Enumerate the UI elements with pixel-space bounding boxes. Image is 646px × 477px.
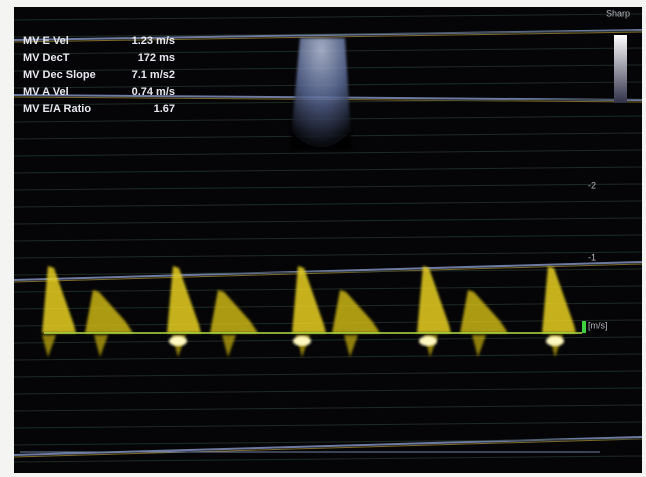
measurement-label: MV A Vel: [23, 86, 69, 98]
scan-line: [13, 353, 643, 361]
scan-line: [13, 183, 643, 191]
scan-line: [13, 31, 643, 43]
measurement-value: 1.67: [154, 103, 175, 115]
scan-line: [13, 251, 643, 259]
measurement-table: MV E Vel 1.23 m/s MV DecT 172 ms MV Dec Slop…: [23, 35, 175, 115]
scale-label: -1: [588, 252, 596, 262]
valve-click: [546, 336, 564, 346]
a-wave: [332, 290, 380, 333]
doppler-waveform: [42, 266, 576, 357]
reverse-flow: [94, 335, 108, 357]
scan-line: [13, 217, 643, 225]
measurement-value: 7.1 m/s2: [132, 69, 175, 81]
scan-line: [13, 234, 643, 242]
e-wave: [167, 266, 201, 333]
measurement-value: 1.23 m/s: [132, 35, 175, 47]
valve-click: [293, 336, 311, 346]
scan-line: [13, 370, 643, 378]
scan-line: [13, 387, 643, 395]
a-wave: [210, 290, 258, 333]
reverse-flow: [472, 335, 486, 357]
baseline-marker: [582, 321, 586, 333]
measurement-label: MV E/A Ratio: [23, 103, 91, 115]
reverse-flow: [42, 335, 56, 357]
measurement-label: MV E Vel: [23, 35, 69, 47]
scan-line: [13, 268, 643, 276]
measurement-label: MV DecT: [23, 52, 70, 64]
scan-line: [13, 166, 643, 174]
scan-line: [13, 261, 643, 281]
e-wave: [42, 266, 76, 333]
map-label: Sharp: [606, 8, 630, 18]
2d-sector-image: [290, 38, 352, 150]
gray-map-bar: [614, 35, 627, 103]
scan-line: [13, 455, 643, 463]
scan-line: [13, 30, 643, 38]
scan-line: [13, 421, 643, 429]
e-wave: [417, 266, 451, 333]
scan-line: [13, 149, 643, 157]
scan-line: [13, 285, 643, 293]
e-wave: [292, 266, 326, 333]
a-wave: [460, 290, 508, 333]
scan-line: [13, 200, 643, 208]
measurement-value: 172 ms: [138, 52, 175, 64]
scan-line: [13, 13, 643, 21]
scan-line: [13, 336, 643, 344]
reverse-flow: [344, 335, 358, 357]
scale-label: -2: [588, 180, 596, 190]
a-wave: [85, 290, 133, 333]
measurement-value: 0.74 m/s: [132, 86, 175, 98]
scan-line: [13, 438, 643, 446]
scale-unit: [m/s]: [588, 320, 608, 330]
valve-click: [419, 336, 437, 346]
scan-line: [13, 404, 643, 412]
e-wave: [542, 266, 576, 333]
scan-line: [13, 438, 643, 458]
measurement-label: MV Dec Slope: [23, 69, 96, 81]
scan-line: [13, 263, 643, 283]
scan-line: [13, 302, 643, 310]
valve-click: [169, 336, 187, 346]
reverse-flow: [222, 335, 236, 357]
